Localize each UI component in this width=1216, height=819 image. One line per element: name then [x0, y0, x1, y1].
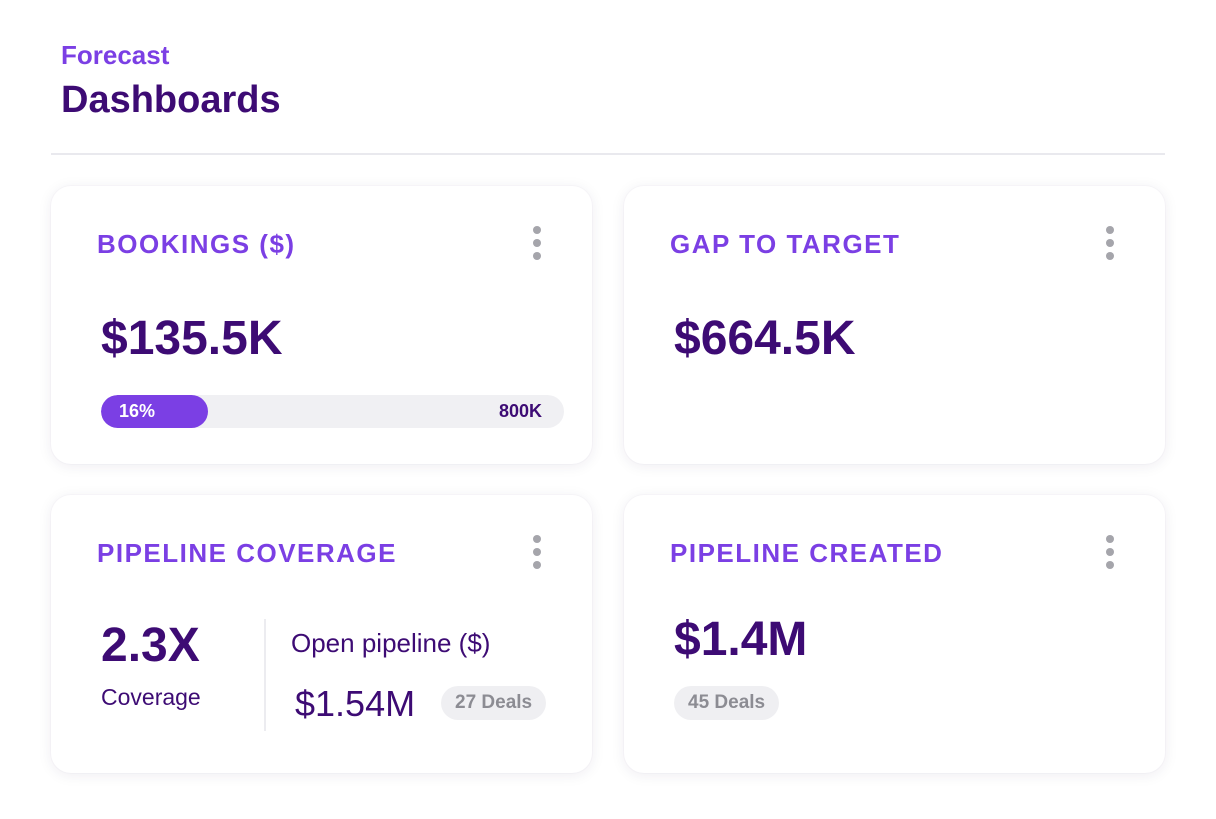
card-title: BOOKINGS ($) [97, 229, 296, 259]
bookings-progress-bar: 16% 800K [101, 395, 564, 428]
created-value: $1.4M [674, 613, 808, 666]
kebab-menu-icon[interactable] [530, 226, 544, 260]
kebab-menu-icon[interactable] [1103, 226, 1117, 260]
open-pipeline-label: Open pipeline ($) [291, 628, 491, 658]
deals-badge: 45 Deals [674, 686, 780, 720]
card-pipeline-coverage: PIPELINE COVERAGE 2.3X Coverage Open pip… [51, 495, 592, 773]
bookings-value: $135.5K [101, 312, 283, 365]
page-title: Dashboards [61, 79, 281, 121]
open-pipeline-value: $1.54M [295, 683, 416, 724]
progress-percent: 16% [119, 401, 156, 421]
kebab-menu-icon[interactable] [530, 535, 544, 569]
page-eyebrow: Forecast [61, 40, 170, 70]
page-header: Forecast Dashboards [61, 38, 281, 124]
header-divider [51, 153, 1165, 155]
kebab-menu-icon[interactable] [1103, 535, 1117, 569]
gap-value: $664.5K [674, 312, 856, 365]
card-bookings: BOOKINGS ($) $135.5K 16% 800K [51, 186, 592, 464]
card-pipeline-created: PIPELINE CREATED $1.4M 45 Deals [624, 495, 1165, 773]
card-gap-to-target: GAP TO TARGET $664.5K [624, 186, 1165, 464]
card-title: PIPELINE CREATED [670, 538, 944, 568]
card-title: PIPELINE COVERAGE [97, 538, 397, 568]
progress-fill [101, 395, 208, 428]
vertical-divider [264, 619, 266, 731]
coverage-label: Coverage [101, 684, 201, 710]
progress-target: 800K [498, 401, 542, 421]
coverage-value: 2.3X [101, 619, 200, 672]
deals-badge: 27 Deals [441, 686, 547, 720]
card-title: GAP TO TARGET [670, 229, 901, 259]
